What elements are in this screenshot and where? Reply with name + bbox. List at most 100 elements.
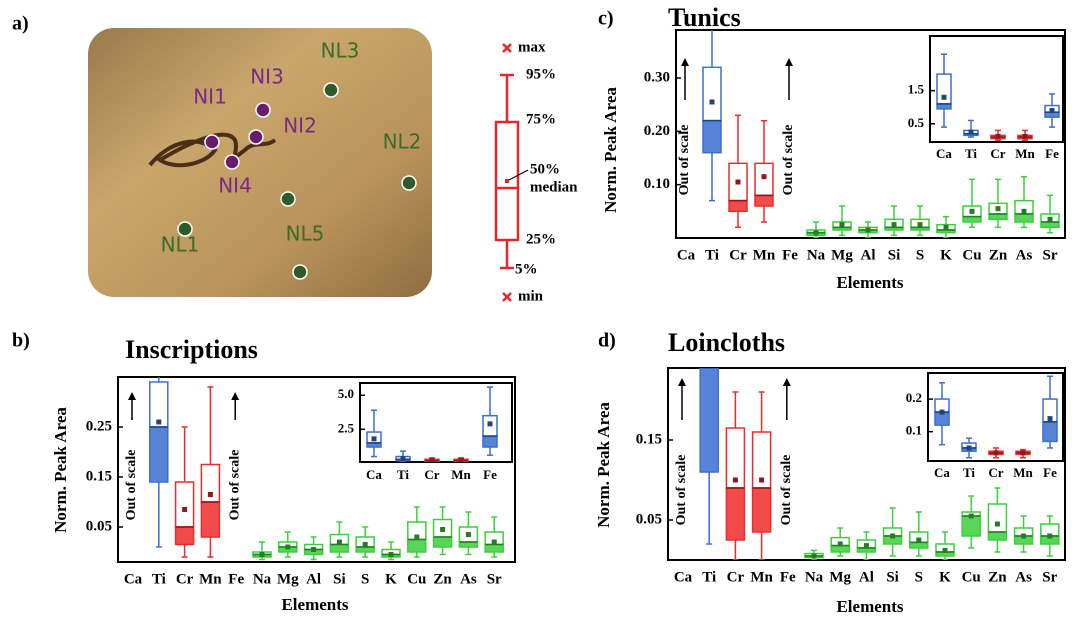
x-tick-label: Ti: [702, 569, 716, 585]
legend-label: median: [530, 179, 578, 195]
mean-marker: [400, 456, 406, 462]
x-axis-label: Elements: [836, 597, 903, 616]
y-tick-label: 0.15: [86, 468, 112, 484]
mean-marker: [709, 99, 715, 105]
dot: [204, 134, 220, 150]
x-tick-label: Ca: [124, 571, 143, 587]
mean-marker: [1047, 216, 1053, 222]
mean-marker: [1020, 450, 1026, 456]
box-lower: [149, 426, 169, 483]
mean-marker: [941, 94, 947, 100]
mean-marker: [429, 457, 435, 462]
mean-marker: [917, 222, 923, 228]
chart: 0.1 0.2 Ca Ti Cr Mn Fe: [906, 372, 1064, 480]
y-tick-label: 0.05: [636, 511, 662, 527]
box-lower: [988, 213, 1008, 221]
mean-marker: [1021, 208, 1027, 214]
mean-marker: [759, 477, 765, 483]
mean-marker: [943, 224, 949, 230]
x-tick-label: S: [915, 569, 923, 585]
mean-marker: [968, 129, 974, 135]
mean-marker: [311, 547, 317, 552]
x-tick-label: Fe: [1045, 146, 1059, 161]
dot: [255, 102, 271, 118]
annotation: Out of scale: [781, 125, 796, 196]
box-upper: [702, 66, 722, 122]
box-lower: [728, 199, 748, 213]
annotation-arrowhead: [785, 58, 793, 66]
box-lower: [1014, 213, 1034, 223]
annotation-arrowhead: [678, 378, 686, 386]
legend-label: 5%: [515, 261, 538, 277]
annotation-arrowhead: [782, 378, 791, 386]
boxes: [699, 368, 1060, 560]
sample-label: NI3: [250, 65, 284, 89]
x-tick-label: Ca: [366, 467, 382, 482]
x-tick-label: Mg: [277, 571, 299, 587]
mean-marker: [995, 206, 1001, 212]
dot: [177, 221, 193, 237]
x-tick-label: Ca: [677, 247, 696, 263]
mean-marker: [968, 513, 974, 519]
annotation: Out of scale: [674, 455, 689, 526]
x-tick-label: As: [460, 571, 477, 587]
annotation: Out of scale: [677, 125, 692, 196]
box-lower: [329, 543, 350, 553]
mean-marker: [994, 521, 1000, 527]
mean-marker: [863, 543, 869, 549]
mean-marker: [732, 477, 738, 483]
mean-marker: [458, 457, 464, 462]
mean-marker: [371, 436, 377, 442]
x-tick-label: Ca: [674, 569, 693, 585]
x-tick-label: Fe: [782, 247, 798, 263]
y-tick-label: 1.5: [908, 82, 925, 97]
box-upper: [987, 503, 1008, 533]
sample-label: NL1: [161, 233, 200, 257]
mean-marker: [336, 539, 342, 545]
x-tick-label: Na: [807, 247, 826, 263]
box-lower: [702, 119, 722, 154]
sample-label: NI4: [218, 174, 252, 198]
x-tick-label: Cr: [176, 571, 194, 587]
x-tick-label: Na: [805, 569, 824, 585]
x-tick-label: Mn: [1013, 465, 1033, 480]
photo-background: [88, 28, 432, 297]
y-tick-label: 0.15: [636, 431, 662, 447]
x-tick-label: Cr: [990, 146, 1005, 161]
mean-marker: [1047, 416, 1053, 422]
box-lower: [987, 531, 1008, 541]
x-tick-label: Mn: [451, 467, 471, 482]
x-tick-label: Cu: [407, 571, 426, 587]
mean-marker: [1021, 533, 1027, 539]
panel-label: a): [12, 13, 29, 35]
box-lower: [830, 544, 850, 553]
x-tick-label: Ti: [965, 146, 977, 161]
plot-frame: [929, 35, 1064, 143]
y-tick-label: 0.2: [906, 390, 922, 405]
annotation: Out of scale: [124, 450, 139, 521]
x-tick-label: Cr: [727, 569, 745, 585]
x-tick-label: Mg: [831, 247, 853, 263]
x-tick-label: Fe: [483, 467, 497, 482]
chart: 2.5 5.0 Ca Ti Cr Mn Fe: [338, 382, 513, 482]
x-tick-label: Zn: [988, 569, 1007, 585]
mean-marker: [1022, 133, 1028, 139]
dot: [401, 175, 417, 191]
legend-label: 50%: [530, 161, 560, 177]
box-lower: [725, 487, 746, 541]
mean-marker: [207, 492, 213, 497]
mean-marker: [1049, 108, 1055, 114]
legend-pointer: [508, 169, 529, 181]
mean-marker: [837, 541, 843, 547]
mean-marker: [1047, 533, 1053, 539]
y-tick-label: 0.1: [906, 423, 922, 438]
x-tick-label: Mn: [750, 569, 773, 585]
mean-marker: [761, 174, 767, 180]
mean-marker: [465, 532, 471, 537]
y-tick-label: 0.20: [644, 123, 670, 139]
x-tick-label: K: [385, 571, 397, 587]
panel-label: d): [598, 330, 616, 352]
box-upper: [174, 481, 195, 528]
x-tick-label: Cr: [424, 467, 439, 482]
x-tick-label: Ti: [397, 467, 409, 482]
